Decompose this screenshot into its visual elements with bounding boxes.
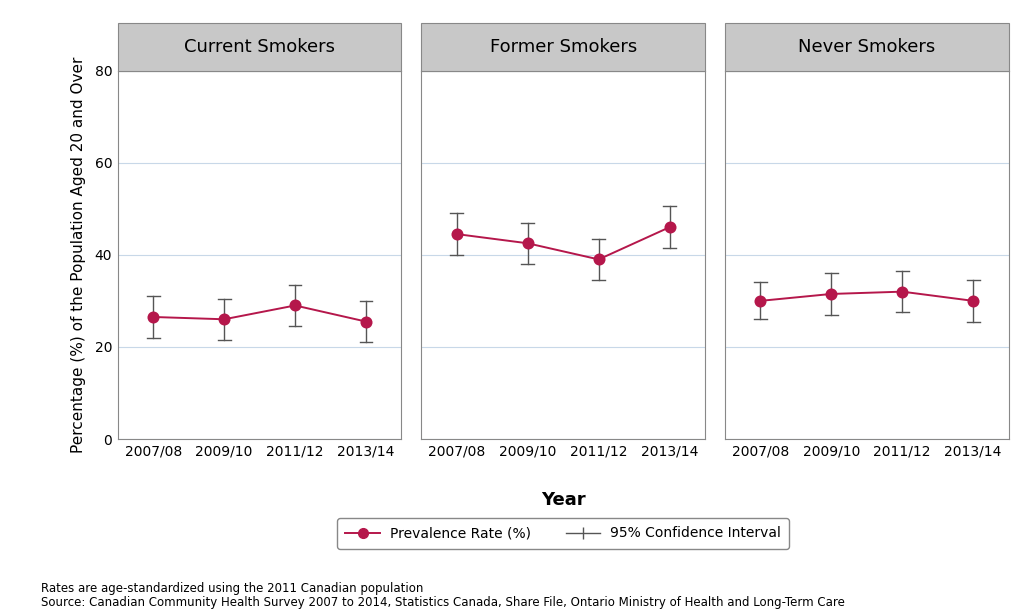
Text: Source: Canadian Community Health Survey 2007 to 2014, Statistics Canada, Share : Source: Canadian Community Health Survey… (41, 596, 845, 608)
Point (662, 222, 678, 232)
Point (449, 229, 465, 239)
Text: Former Smokers: Former Smokers (489, 37, 637, 56)
Point (823, 289, 840, 299)
Point (965, 296, 981, 306)
Point (287, 301, 303, 311)
Point (894, 287, 910, 297)
Point (519, 238, 536, 248)
Point (357, 317, 374, 327)
Point (216, 314, 232, 324)
FancyBboxPatch shape (725, 23, 1009, 71)
FancyBboxPatch shape (421, 23, 706, 71)
Point (591, 254, 607, 264)
Point (753, 296, 769, 306)
Text: Rates are age-standardized using the 2011 Canadian population: Rates are age-standardized using the 201… (41, 582, 423, 595)
Text: Current Smokers: Current Smokers (184, 37, 335, 56)
Legend: Prevalence Rate (%), 95% Confidence Interval: Prevalence Rate (%), 95% Confidence Inte… (337, 518, 790, 549)
Y-axis label: Percentage (%) of the Population Aged 20 and Over: Percentage (%) of the Population Aged 20… (72, 56, 86, 453)
Text: Year: Year (541, 491, 586, 510)
FancyBboxPatch shape (118, 23, 401, 71)
Text: Never Smokers: Never Smokers (798, 37, 935, 56)
Point (145, 312, 162, 322)
